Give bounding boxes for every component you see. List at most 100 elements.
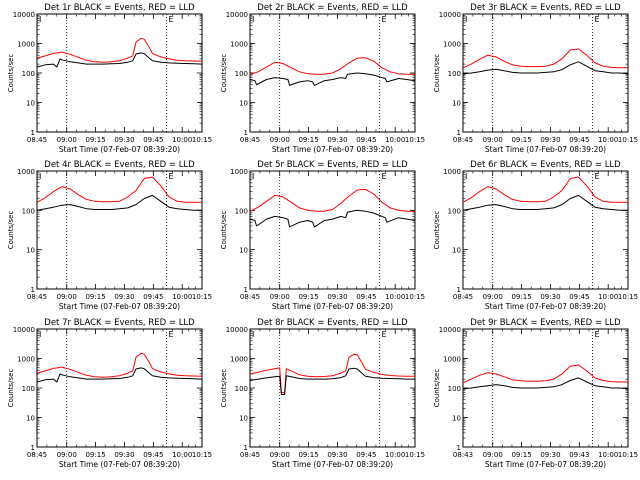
- x-tick-label: 09:00: [270, 293, 290, 301]
- x-tick-label: 09:00: [57, 451, 77, 459]
- y-tick-label: 10: [452, 415, 461, 423]
- corner-mark-e: E: [382, 15, 387, 24]
- x-tick-label: 10:15: [405, 293, 425, 301]
- x-tick-label: 09:15: [298, 451, 318, 459]
- x-tick-label: 09:43: [569, 451, 589, 459]
- x-axis-label: Start Time (07-Feb-07 08:39:20): [485, 460, 606, 469]
- x-tick-label: 09:30: [540, 451, 560, 459]
- x-tick-label: 09:30: [327, 451, 347, 459]
- x-tick-label: 09:00: [270, 451, 290, 459]
- x-tick-label: 10:00: [598, 451, 618, 459]
- y-tick-label: 1000: [443, 356, 461, 364]
- y-tick-label: 10: [239, 415, 248, 423]
- y-tick-label: 1000: [230, 356, 248, 364]
- panel-title: Det 4r BLACK = Events, RED = LLD: [44, 160, 195, 170]
- x-tick-label: 10:00: [598, 293, 618, 301]
- y-tick-label: 1000: [17, 168, 35, 176]
- x-tick-label: 09:00: [57, 293, 77, 301]
- y-tick-label: 1: [244, 129, 248, 137]
- y-tick-label: 10: [26, 100, 35, 108]
- x-tick-label: 08:45: [27, 136, 47, 144]
- panel-title: Det 9r BLACK = Events, RED = LLD: [470, 318, 621, 328]
- corner-mark-i: I: [252, 172, 254, 181]
- x-tick-label: 09:15: [298, 136, 318, 144]
- corner-mark-i: I: [39, 15, 41, 24]
- panel-title: Det 3r BLACK = Events, RED = LLD: [470, 3, 621, 13]
- panel-title: Det 5r BLACK = Events, RED = LLD: [257, 160, 408, 170]
- y-tick-label: 10: [239, 100, 248, 108]
- y-tick-label: 100: [22, 385, 35, 393]
- y-tick-label: 100: [448, 70, 461, 78]
- lld-series-line: [249, 353, 415, 394]
- x-tick-label: 08:45: [240, 451, 260, 459]
- x-axis-label: Start Time (07-Feb-07 08:39:20): [485, 145, 606, 154]
- plot-frame: [36, 13, 203, 133]
- x-tick-label: 09:15: [85, 293, 105, 301]
- corner-mark-e: E: [595, 172, 600, 181]
- y-axis-label: Counts/sec: [7, 54, 15, 93]
- x-tick-label: 09:30: [327, 136, 347, 144]
- y-tick-label: 100: [22, 207, 35, 215]
- corner-mark-e: E: [595, 15, 600, 24]
- y-axis-label: Counts/sec: [220, 211, 228, 250]
- x-tick-label: 09:15: [85, 451, 105, 459]
- x-tick-label: 09:45: [356, 451, 376, 459]
- x-tick-label: 09:30: [540, 293, 560, 301]
- y-tick-label: 10: [239, 247, 248, 255]
- y-tick-label: 1: [457, 286, 461, 294]
- x-axis-label: Start Time (07-Feb-07 08:39:20): [485, 302, 606, 311]
- y-tick-label: 1: [457, 129, 461, 137]
- x-tick-label: 10:15: [618, 293, 638, 301]
- events-series-line: [462, 61, 629, 75]
- events-series-line: [249, 209, 416, 228]
- x-tick-label: 08:45: [453, 293, 473, 301]
- y-axis-label: Counts/sec: [7, 211, 15, 250]
- x-tick-label: 10:15: [618, 451, 638, 459]
- panel-title: Det 7r BLACK = Events, RED = LLD: [44, 318, 195, 328]
- x-axis-label: Start Time (07-Feb-07 08:39:20): [272, 145, 393, 154]
- y-axis-label: Counts/sec: [220, 369, 228, 408]
- y-tick-label: 1: [457, 444, 461, 452]
- y-axis-label: Counts/sec: [433, 369, 441, 408]
- x-axis-label: Start Time (07-Feb-07 08:39:20): [272, 460, 393, 469]
- detector-panel-9: Det 9r BLACK = Events, RED = LLD Start Ti…: [433, 318, 638, 469]
- y-tick-label: 10: [26, 247, 35, 255]
- x-tick-label: 09:00: [57, 136, 77, 144]
- y-tick-label: 10: [452, 100, 461, 108]
- y-tick-label: 100: [235, 70, 248, 78]
- panel-title: Det 8r BLACK = Events, RED = LLD: [257, 318, 408, 328]
- corner-mark-i: I: [39, 330, 41, 339]
- corner-mark-e: E: [169, 172, 174, 181]
- detector-panel-7: Det 7r BLACK = Events, RED = LLD Start Ti…: [7, 318, 212, 469]
- x-axis-label: Start Time (07-Feb-07 08:39:20): [59, 460, 180, 469]
- corner-mark-e: E: [169, 15, 174, 24]
- x-tick-label: 10:15: [405, 136, 425, 144]
- x-axis-label: Start Time (07-Feb-07 08:39:20): [59, 302, 180, 311]
- panel-title: Det 2r BLACK = Events, RED = LLD: [257, 3, 408, 13]
- x-tick-label: 09:45: [356, 136, 376, 144]
- corner-mark-i: I: [465, 172, 467, 181]
- x-tick-label: 09:15: [298, 293, 318, 301]
- y-tick-label: 1000: [443, 41, 461, 49]
- x-tick-label: 10:00: [385, 136, 405, 144]
- events-series-line: [36, 52, 203, 68]
- lld-series-line: [249, 188, 415, 212]
- corner-mark-e: E: [169, 330, 174, 339]
- y-tick-label: 1000: [17, 356, 35, 364]
- x-tick-label: 09:00: [483, 136, 503, 144]
- x-axis-label: Start Time (07-Feb-07 08:39:20): [59, 145, 180, 154]
- detector-panel-8: Det 8r BLACK = Events, RED = LLD Start Ti…: [220, 318, 425, 469]
- events-series-line: [36, 194, 202, 211]
- x-tick-label: 10:15: [192, 293, 212, 301]
- x-tick-label: 10:15: [618, 136, 638, 144]
- plot-frame: [462, 170, 629, 290]
- y-tick-label: 10000: [226, 11, 248, 19]
- detector-panel-5: Det 5r BLACK = Events, RED = LLD Start Ti…: [220, 160, 425, 311]
- x-tick-label: 09:15: [85, 136, 105, 144]
- x-tick-label: 09:45: [143, 136, 163, 144]
- x-tick-label: 09:45: [356, 293, 376, 301]
- lld-series-line: [249, 57, 415, 75]
- x-tick-label: 09:00: [483, 451, 503, 459]
- x-tick-label: 09:45: [143, 451, 163, 459]
- x-tick-label: 09:15: [511, 451, 531, 459]
